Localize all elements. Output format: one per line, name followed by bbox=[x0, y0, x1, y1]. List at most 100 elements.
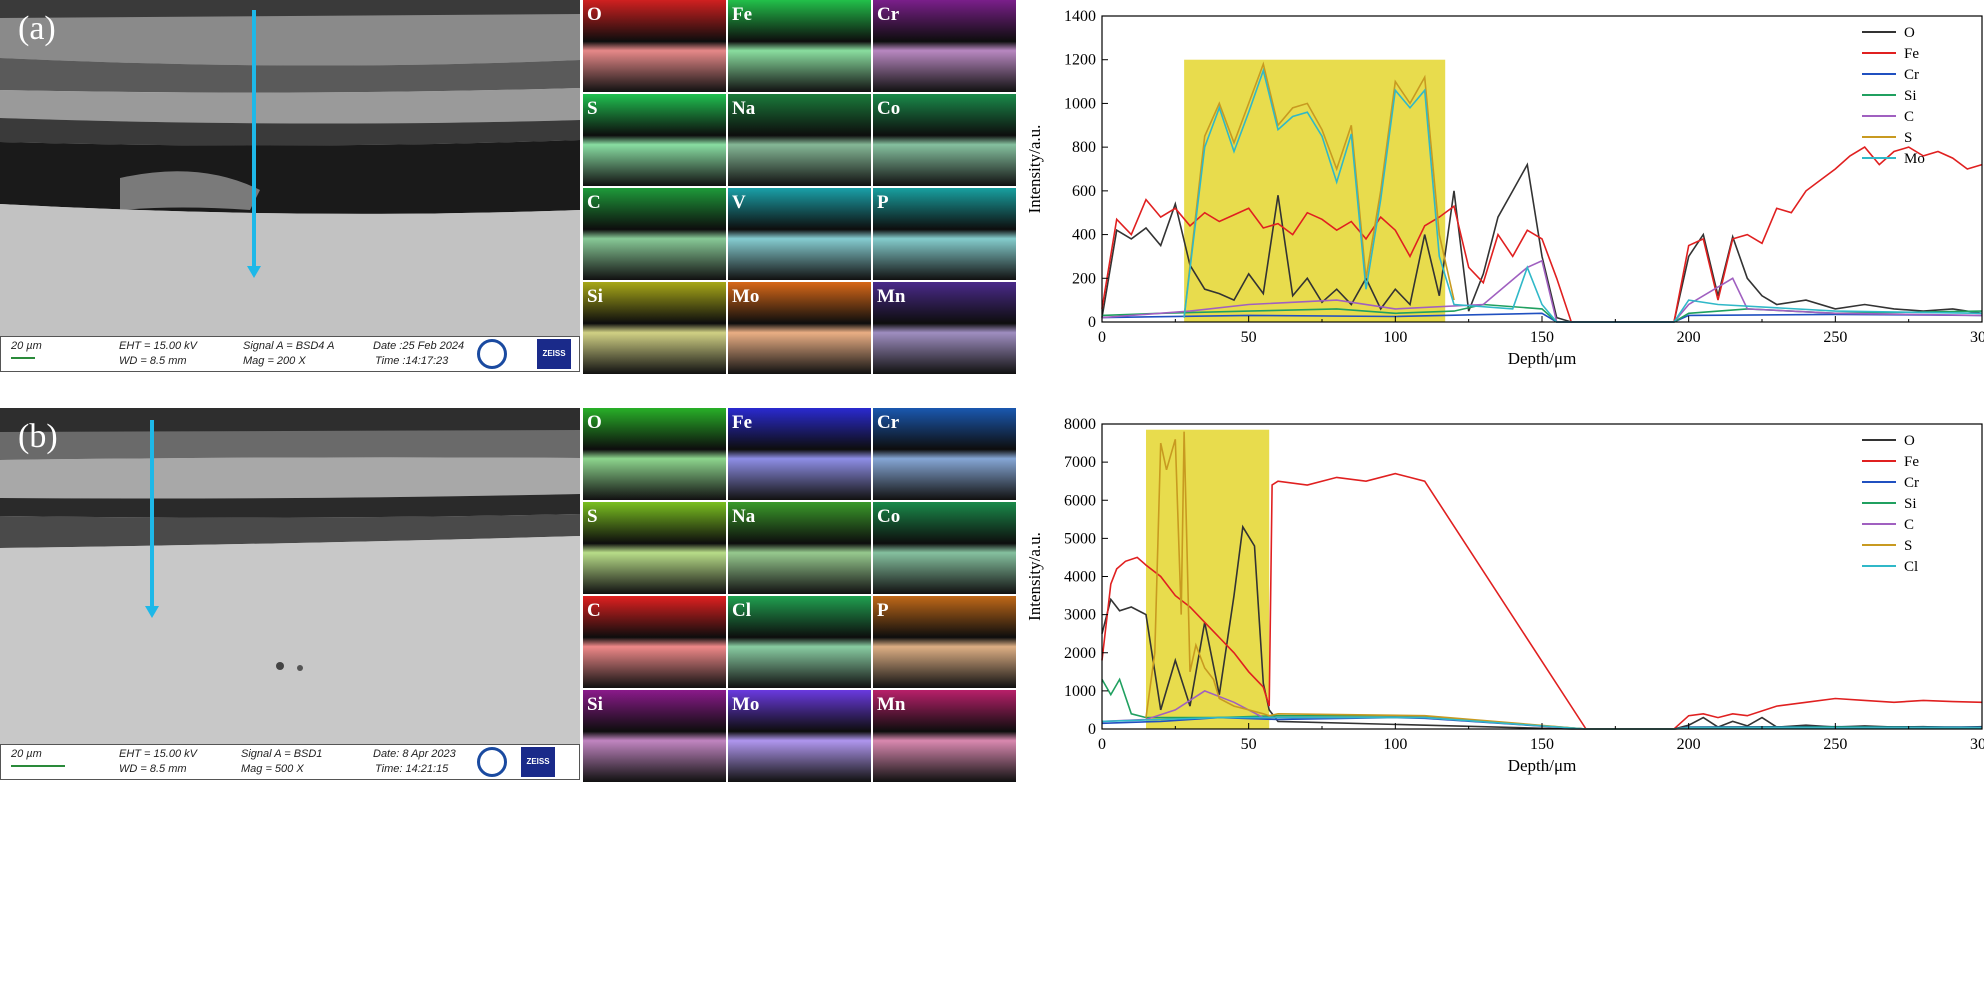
eds-map-label: O bbox=[587, 412, 602, 433]
x-tick-label: 250 bbox=[1823, 329, 1847, 346]
y-tick-label: 6000 bbox=[1064, 492, 1096, 509]
x-tick-label: 200 bbox=[1677, 329, 1701, 346]
eds-map-fe: Fe bbox=[728, 408, 871, 500]
x-tick-label: 50 bbox=[1241, 736, 1257, 753]
scale-label-b: 20 µm bbox=[11, 748, 42, 760]
eds-map-label: Co bbox=[877, 506, 901, 527]
eds-map-cl: Cl bbox=[728, 596, 871, 688]
y-tick-label: 8000 bbox=[1064, 416, 1096, 433]
eds-map-mn: Mn bbox=[873, 690, 1016, 782]
panel-label-a: (a) bbox=[18, 10, 56, 47]
eds-map-co: Co bbox=[873, 502, 1016, 594]
x-tick-label: 300 bbox=[1970, 329, 1984, 346]
x-tick-label: 50 bbox=[1241, 329, 1257, 346]
eds-map-p: P bbox=[873, 188, 1016, 280]
line-chart-a: 0 50 100 150 200 250 300 0 200 400 600 800 1000 1200 1… bbox=[1018, 0, 1984, 380]
eds-map-co: Co bbox=[873, 94, 1016, 186]
eds-map-label: C bbox=[587, 600, 601, 621]
eds-map-na: Na bbox=[728, 94, 871, 186]
eds-map-label: Mn bbox=[877, 286, 906, 307]
x-tick-label: 0 bbox=[1098, 736, 1106, 753]
sem-info-bar-a: 20 µm EHT = 15.00 kV WD = 8.5 mm Signal … bbox=[0, 336, 580, 372]
eds-map-label: P bbox=[877, 192, 889, 213]
x-tick-label: 150 bbox=[1530, 329, 1554, 346]
eds-map-label: S bbox=[587, 98, 598, 119]
date-value-a: Date :25 Feb 2024 bbox=[373, 340, 465, 352]
eds-map-label: Mn bbox=[877, 694, 906, 715]
eds-map-p: P bbox=[873, 596, 1016, 688]
eds-map-mo: Mo bbox=[728, 282, 871, 374]
eds-map-label: S bbox=[587, 506, 598, 527]
y-tick-label: 0 bbox=[1088, 314, 1096, 331]
x-tick-label: 150 bbox=[1530, 736, 1554, 753]
x-tick-label: 300 bbox=[1970, 736, 1984, 753]
scale-label-a: 20 µm bbox=[11, 340, 42, 352]
series-line-cl bbox=[1101, 716, 1982, 730]
y-tick-label: 4000 bbox=[1064, 569, 1096, 586]
eds-map-c: C bbox=[583, 596, 726, 688]
x-axis-label: Depth/μm bbox=[1508, 756, 1577, 775]
eds-map-cr: Cr bbox=[873, 408, 1016, 500]
x-tick-label: 0 bbox=[1098, 329, 1106, 346]
x-tick-label: 200 bbox=[1677, 736, 1701, 753]
eds-map-grid-b: O Fe Cr S Na Co C Cl P Si Mo Mn bbox=[583, 408, 1017, 782]
legend-label-fe: Fe bbox=[1904, 46, 1919, 62]
sem-image-a bbox=[0, 0, 580, 336]
y-tick-label: 600 bbox=[1072, 183, 1096, 200]
y-tick-label: 1000 bbox=[1064, 683, 1096, 700]
legend-label-o: O bbox=[1904, 25, 1915, 41]
time-value-a: Time :14:17:23 bbox=[375, 355, 449, 367]
y-tick-label: 1200 bbox=[1064, 52, 1096, 69]
eht-value-a: EHT = 15.00 kV bbox=[119, 340, 197, 352]
series-line-fe bbox=[1101, 472, 1983, 730]
legend-label-o: O bbox=[1904, 433, 1915, 449]
legend-label-mo: Mo bbox=[1904, 151, 1925, 167]
eds-map-cr: Cr bbox=[873, 0, 1016, 92]
eds-map-mn: Mn bbox=[873, 282, 1016, 374]
legend-label-fe: Fe bbox=[1904, 454, 1919, 470]
eds-map-c: C bbox=[583, 188, 726, 280]
y-tick-label: 400 bbox=[1072, 227, 1096, 244]
x-tick-label: 250 bbox=[1823, 736, 1847, 753]
legend-label-cr: Cr bbox=[1904, 67, 1919, 83]
eds-map-label: Na bbox=[732, 506, 756, 527]
series-line-s bbox=[1183, 61, 1455, 318]
institution-logo-b bbox=[477, 747, 507, 777]
scale-bar-a bbox=[11, 357, 35, 359]
wd-value-a: WD = 8.5 mm bbox=[119, 355, 187, 367]
legend-label-cl: Cl bbox=[1904, 559, 1918, 575]
highlight-region bbox=[1184, 59, 1446, 322]
eds-map-v: V bbox=[728, 188, 871, 280]
zeiss-logo-a: ZEISS bbox=[537, 339, 571, 369]
eds-map-na: Na bbox=[728, 502, 871, 594]
eds-map-si: Si bbox=[583, 690, 726, 782]
line-chart-b: 0501001502002503000100020003000400050006… bbox=[1018, 408, 1984, 789]
eds-map-label: V bbox=[732, 192, 746, 213]
eht-value-b: EHT = 15.00 kV bbox=[119, 748, 197, 760]
y-tick-label: 800 bbox=[1072, 139, 1096, 156]
eds-map-s: S bbox=[583, 502, 726, 594]
y-tick-label: 1400 bbox=[1064, 8, 1096, 25]
eds-map-o: O bbox=[583, 0, 726, 92]
eds-map-si: Si bbox=[583, 282, 726, 374]
y-axis-label: Intensity/a.u. bbox=[1025, 125, 1044, 214]
eds-map-s: S bbox=[583, 94, 726, 186]
wd-value-b: WD = 8.5 mm bbox=[119, 763, 187, 775]
sem-image-b bbox=[0, 408, 580, 744]
legend-label-c: C bbox=[1904, 517, 1914, 533]
eds-map-fe: Fe bbox=[728, 0, 871, 92]
legend-label-s: S bbox=[1904, 130, 1912, 146]
eds-map-label: Cr bbox=[877, 4, 900, 25]
eds-map-label: P bbox=[877, 600, 889, 621]
date-value-b: Date: 8 Apr 2023 bbox=[373, 748, 456, 760]
y-tick-label: 2000 bbox=[1064, 645, 1096, 662]
sem-info-bar-b: 20 µm EHT = 15.00 kV WD = 8.5 mm Signal … bbox=[0, 744, 580, 780]
y-tick-label: 7000 bbox=[1064, 454, 1096, 471]
x-axis-label: Depth/μm bbox=[1508, 349, 1577, 368]
series-line-fe bbox=[1101, 146, 1983, 323]
eds-map-label: Si bbox=[587, 694, 603, 715]
series-line-s bbox=[1145, 431, 1982, 730]
legend-label-c: C bbox=[1904, 109, 1914, 125]
eds-map-label: Fe bbox=[732, 412, 753, 433]
legend-label-si: Si bbox=[1904, 88, 1917, 104]
